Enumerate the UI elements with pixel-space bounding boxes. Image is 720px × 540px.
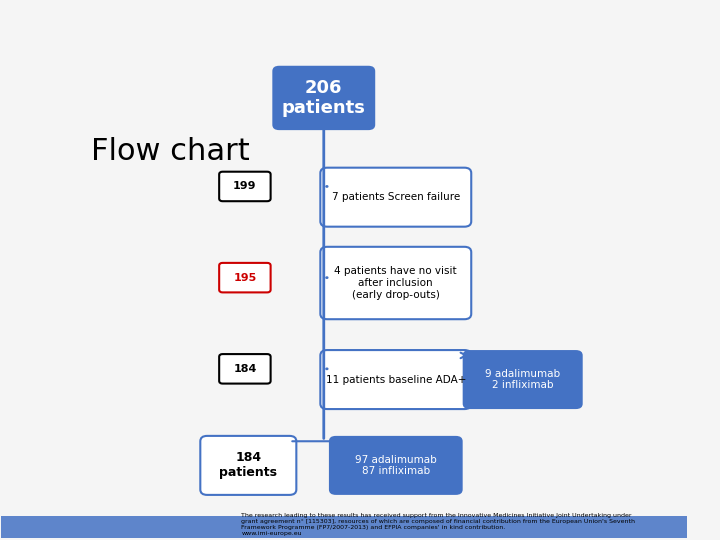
- Text: 7 patients Screen failure: 7 patients Screen failure: [332, 192, 460, 202]
- Text: 184: 184: [233, 364, 256, 374]
- Text: 195: 195: [233, 273, 256, 282]
- FancyBboxPatch shape: [219, 172, 271, 201]
- Text: The research leading to these results has received support from the Innovative M: The research leading to these results ha…: [241, 513, 636, 536]
- FancyBboxPatch shape: [219, 263, 271, 292]
- Text: 199: 199: [233, 181, 256, 192]
- FancyBboxPatch shape: [320, 350, 472, 409]
- Bar: [1, 516, 688, 540]
- Text: 11 patients baseline ADA+: 11 patients baseline ADA+: [325, 375, 466, 384]
- Text: 4 patients have no visit
after inclusion
(early drop-outs): 4 patients have no visit after inclusion…: [335, 266, 457, 300]
- FancyBboxPatch shape: [272, 66, 375, 130]
- FancyBboxPatch shape: [320, 247, 472, 319]
- FancyBboxPatch shape: [320, 168, 472, 227]
- Text: 184
patients: 184 patients: [220, 451, 277, 480]
- Text: 9 adalimumab
2 infliximab: 9 adalimumab 2 infliximab: [485, 369, 560, 390]
- FancyBboxPatch shape: [463, 350, 582, 409]
- FancyBboxPatch shape: [329, 436, 463, 495]
- Text: 97 adalimumab
87 infliximab: 97 adalimumab 87 infliximab: [355, 455, 436, 476]
- FancyBboxPatch shape: [219, 354, 271, 383]
- FancyBboxPatch shape: [200, 436, 297, 495]
- Text: 206
patients: 206 patients: [282, 78, 366, 117]
- Text: Flow chart: Flow chart: [91, 137, 249, 166]
